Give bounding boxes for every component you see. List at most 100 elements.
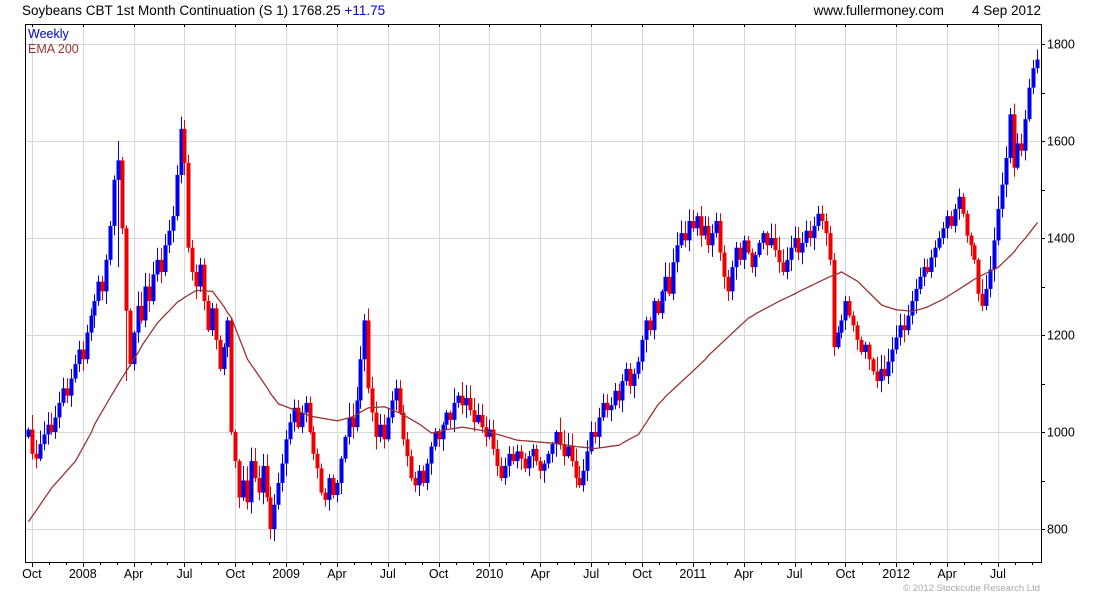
candle-up xyxy=(456,395,461,403)
candle-down xyxy=(229,320,234,432)
candle-down xyxy=(558,432,563,445)
candle-up xyxy=(800,242,805,253)
candle-down xyxy=(65,388,70,396)
candle-down xyxy=(617,390,622,401)
candle-down xyxy=(648,320,653,331)
candle-up xyxy=(863,344,868,352)
candle-up xyxy=(527,456,532,469)
candle-up xyxy=(444,412,449,425)
candle-up xyxy=(660,291,665,314)
candle-down xyxy=(124,228,129,311)
x-tick-label: 2010 xyxy=(476,567,504,581)
candle-down xyxy=(233,432,238,462)
candle-down xyxy=(202,264,207,302)
candle-up xyxy=(886,361,891,377)
candle-up xyxy=(143,286,148,321)
candle-down xyxy=(366,320,371,389)
candle-up xyxy=(601,402,606,418)
candle-down xyxy=(268,497,273,529)
candle-down xyxy=(875,371,880,382)
candle-up xyxy=(687,221,692,241)
candle-down xyxy=(308,402,313,432)
candle-up xyxy=(222,347,227,369)
candle-down xyxy=(808,230,813,238)
candle-up xyxy=(96,281,101,302)
candle-up xyxy=(816,213,821,226)
x-tick-label: 2012 xyxy=(882,567,910,581)
candle-up xyxy=(933,247,938,258)
candle-up xyxy=(280,463,285,483)
candle-down xyxy=(351,417,356,428)
website-link: www.fullermoney.com xyxy=(813,3,944,18)
candle-up xyxy=(155,259,160,275)
candle-down xyxy=(570,446,575,462)
candle-up xyxy=(609,405,614,411)
candle-down xyxy=(382,424,387,440)
candle-up xyxy=(945,216,950,229)
candle-up xyxy=(261,465,266,493)
candle-up xyxy=(198,264,203,287)
candle-up xyxy=(53,417,58,432)
candle-up xyxy=(394,388,399,401)
y-tick-label: 1200 xyxy=(1047,329,1075,343)
x-tick-label: Apr xyxy=(531,567,550,581)
candle-up xyxy=(175,174,180,217)
candle-down xyxy=(965,213,970,236)
candle-down xyxy=(311,432,316,454)
candle-up xyxy=(288,422,293,440)
candle-down xyxy=(722,252,727,277)
candle-up xyxy=(984,288,989,306)
candle-down xyxy=(315,453,320,469)
candle-down xyxy=(746,240,751,253)
candle-up xyxy=(929,257,934,272)
price-change: +11.75 xyxy=(344,3,386,18)
candle-down xyxy=(832,259,837,348)
candle-down xyxy=(902,325,907,331)
candle-down xyxy=(405,439,410,457)
candle-up xyxy=(433,432,438,447)
candle-down xyxy=(738,247,743,260)
candle-up xyxy=(941,228,946,238)
candle-down xyxy=(237,461,242,498)
candle-down xyxy=(81,349,86,360)
candle-up xyxy=(679,233,684,246)
candle-down xyxy=(1012,114,1017,168)
candle-up xyxy=(769,238,774,246)
candle-down xyxy=(699,216,704,236)
candle-down xyxy=(491,429,496,449)
candle-up xyxy=(613,390,618,406)
candle-up xyxy=(429,446,434,464)
candle-down xyxy=(523,458,528,469)
candle-up xyxy=(378,424,383,437)
candle-up xyxy=(304,402,309,413)
y-tick-label: 1800 xyxy=(1047,38,1075,52)
candle-down xyxy=(296,407,301,428)
candle-down xyxy=(30,429,35,454)
candle-up xyxy=(46,424,51,435)
candle-down xyxy=(796,238,801,253)
candle-down xyxy=(49,424,54,432)
candle-up xyxy=(742,240,747,260)
candle-down xyxy=(460,395,465,406)
x-tick-label: 2011 xyxy=(679,567,706,581)
x-tick-label: Jul xyxy=(176,567,192,581)
candle-up xyxy=(272,504,277,529)
candle-up xyxy=(284,439,289,464)
candle-down xyxy=(726,276,731,292)
candle-down xyxy=(773,238,778,251)
candle-up xyxy=(620,381,625,401)
legend-weekly-label: Weekly xyxy=(28,27,69,41)
candle-down xyxy=(867,344,872,360)
x-tick-label: Oct xyxy=(226,567,246,581)
candle-up xyxy=(92,301,97,316)
candle-up xyxy=(1031,68,1036,88)
candle-down xyxy=(828,233,833,260)
candle-down xyxy=(855,325,860,340)
candle-down xyxy=(214,308,219,340)
candle-up xyxy=(644,320,649,340)
candle-down xyxy=(511,453,516,462)
candle-up xyxy=(914,288,919,302)
candle-up xyxy=(89,315,94,333)
candle-up xyxy=(753,254,758,268)
copyright-notice: © 2012 Stockcube Research Ltd xyxy=(903,583,1040,594)
